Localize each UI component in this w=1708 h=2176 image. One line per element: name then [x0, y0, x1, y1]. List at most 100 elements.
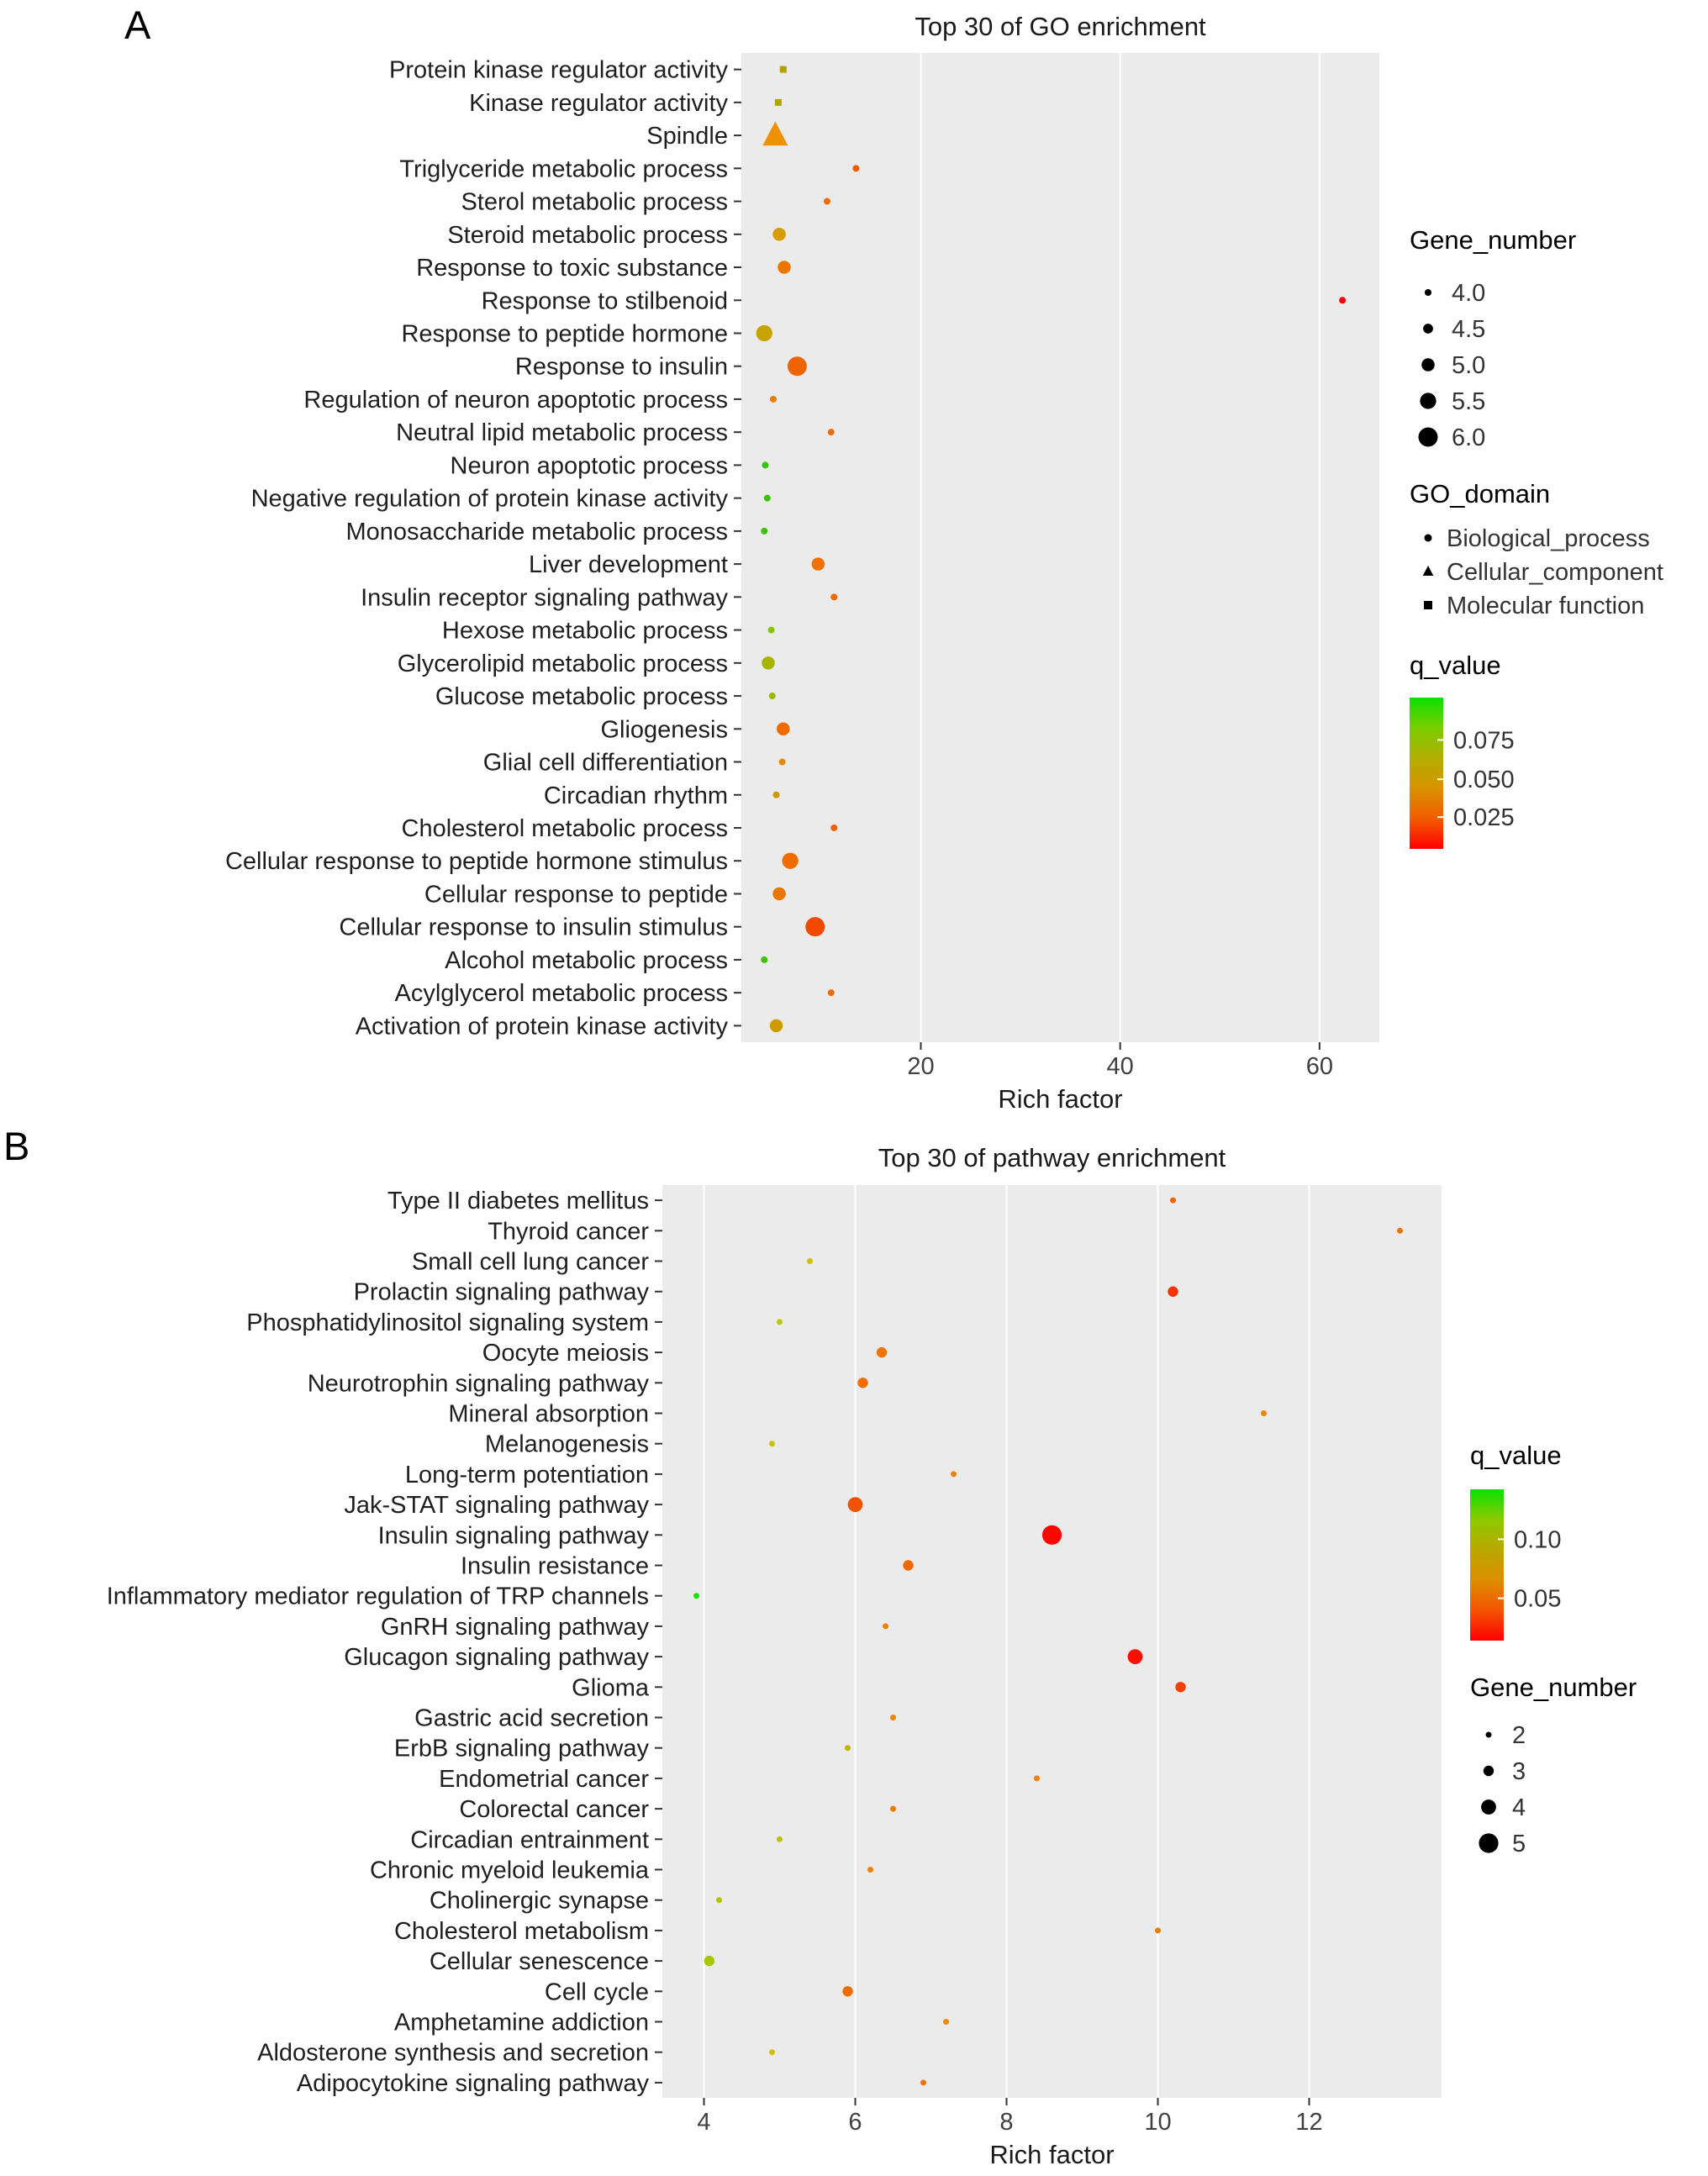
data-point [767, 626, 775, 634]
y-axis-category-label: Response to toxic substance [416, 255, 728, 282]
y-axis-category-label: ErbB signaling pathway [394, 1736, 650, 1762]
y-axis-category-label: Phosphatidylinositol signaling system [246, 1309, 649, 1336]
legend-title: Gene_number [1470, 1673, 1637, 1702]
data-point [842, 1986, 853, 1997]
y-axis-category-label: Oocyte meiosis [482, 1340, 649, 1367]
legend-item-label: 4.0 [1452, 280, 1485, 307]
y-axis-category-label: Glucagon signaling pathway [344, 1644, 649, 1671]
legend-item-label: Cellular_component [1447, 559, 1663, 586]
data-point [779, 66, 787, 73]
data-point [769, 1441, 775, 1447]
y-axis-category-label: Insulin resistance [461, 1553, 649, 1580]
y-axis-category-label: Cell cycle [545, 1978, 649, 2005]
y-axis-category-label: Liver development [529, 551, 728, 578]
data-point [827, 429, 835, 436]
data-point [890, 1805, 896, 1812]
y-axis-category-label: Neurotrophin signaling pathway [308, 1370, 650, 1397]
y-axis-category-label: Spindle [646, 123, 728, 150]
y-axis-category-label: Glucose metabolic process [435, 683, 728, 710]
y-axis-category-label: Cellular response to insulin stimulus [339, 914, 728, 941]
y-axis-category-label: Colorectal cancer [459, 1796, 649, 1823]
y-axis-category-label: Steroid metabolic process [447, 222, 728, 249]
data-point [830, 593, 838, 601]
y-axis-category-label: Circadian rhythm [544, 782, 728, 809]
legend-item-label: 5.5 [1452, 388, 1485, 415]
plot-background [662, 1185, 1442, 2098]
legend-size-swatch [1479, 1833, 1499, 1853]
y-axis-category-label: Amphetamine addiction [394, 2010, 649, 2036]
y-axis-category-label: Sterol metabolic process [461, 189, 728, 216]
y-axis-category-label: Chronic myeloid leukemia [370, 1857, 650, 1884]
colorbar-tick-label: 0.025 [1453, 804, 1515, 831]
data-point [807, 1258, 813, 1264]
data-point [756, 324, 772, 342]
data-point [1155, 1927, 1161, 1934]
y-axis-category-label: Inflammatory mediator regulation of TRP … [107, 1583, 649, 1610]
legend-title: q_value [1410, 651, 1501, 680]
data-point [1168, 1286, 1178, 1297]
y-axis-category-label: Neuron apoptotic process [451, 452, 728, 479]
data-point [1397, 1227, 1403, 1234]
y-axis-category-label: Insulin receptor signaling pathway [361, 584, 728, 611]
y-axis-category-label: Gliogenesis [600, 716, 728, 743]
data-point [778, 758, 786, 766]
y-axis-category-label: Melanogenesis [485, 1431, 649, 1458]
data-point [777, 1836, 783, 1842]
colorbar-tick-label: 0.05 [1514, 1586, 1561, 1613]
y-axis-category-label: Glial cell differentiation [483, 750, 728, 777]
x-axis-tick-label: 4 [697, 2109, 710, 2136]
data-point [704, 1955, 714, 1967]
y-axis-category-label: Monosaccharide metabolic process [345, 519, 728, 545]
data-point [769, 1019, 783, 1033]
x-axis-tick-label: 6 [848, 2109, 862, 2136]
x-axis-tick-label: 20 [907, 1053, 934, 1080]
data-point [762, 461, 769, 469]
colorbar-tick-label: 0.10 [1514, 1526, 1561, 1553]
data-point [890, 1715, 896, 1720]
go-chart-title: Top 30 of GO enrichment [915, 12, 1206, 41]
legend-size-swatch [1425, 289, 1431, 296]
y-axis-category-label: Cellular response to peptide hormone sti… [225, 848, 728, 875]
y-axis-category-label: Response to peptide hormone [401, 320, 728, 347]
y-axis-category-label: Aldosterone synthesis and secretion [257, 2040, 649, 2067]
colorbar-tick-label: 0.050 [1453, 767, 1515, 793]
data-point [693, 1593, 699, 1599]
data-point [830, 824, 838, 831]
legend-shape-circle-icon [1424, 534, 1432, 542]
y-axis-category-label: Protein kinase regulator activity [389, 57, 728, 84]
y-axis-category-label: Endometrial cancer [439, 1766, 649, 1793]
y-axis-category-label: Neutral lipid metabolic process [396, 419, 728, 446]
legend-item-label: 3 [1512, 1758, 1526, 1785]
colorbar-tick-label: 0.075 [1453, 727, 1515, 754]
data-point [769, 2049, 775, 2056]
data-point [762, 121, 788, 146]
data-point [1034, 1775, 1040, 1782]
data-point [857, 1378, 868, 1388]
go-enrichment-chart: Protein kinase regulator activity Kinase … [225, 53, 1663, 1080]
y-axis-category-label: Cellular response to peptide [424, 881, 728, 908]
data-point [1127, 1649, 1143, 1664]
legend-size-swatch [1420, 393, 1437, 409]
data-point [867, 1867, 873, 1873]
legend-item-label: 5.0 [1452, 352, 1485, 379]
legend-item-label: Biological_process [1447, 525, 1650, 552]
data-point [772, 228, 786, 241]
y-axis-category-label: Acylglycerol metabolic process [395, 980, 728, 1007]
legend-item-label: 2 [1512, 1722, 1526, 1749]
y-axis-category-label: Alcohol metabolic process [445, 947, 728, 974]
data-point [777, 1319, 783, 1325]
y-axis-category-label: Mineral absorption [448, 1401, 649, 1428]
y-axis-category-label: Insulin signaling pathway [378, 1522, 650, 1549]
data-point [762, 656, 775, 670]
y-axis-category-label: GnRH signaling pathway [381, 1614, 650, 1641]
legend-title: GO_domain [1410, 479, 1550, 508]
data-point [769, 395, 777, 403]
legend-title: Gene_number [1410, 225, 1576, 255]
data-point [876, 1346, 888, 1358]
y-axis-category-label: Small cell lung cancer [412, 1249, 649, 1276]
legend-size-swatch [1423, 324, 1433, 334]
data-point [903, 1560, 914, 1571]
data-point [763, 494, 771, 502]
data-point [827, 989, 835, 997]
